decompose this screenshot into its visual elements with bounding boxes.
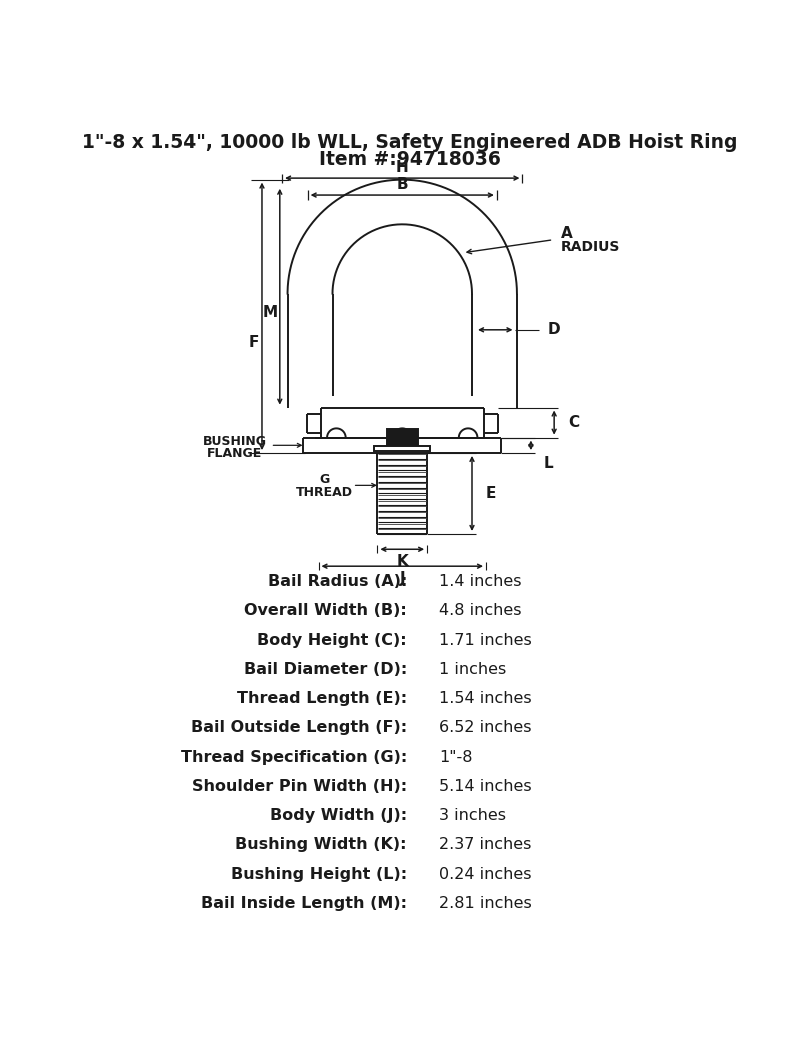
Text: 1.54 inches: 1.54 inches <box>439 691 532 706</box>
Text: 3 inches: 3 inches <box>439 808 506 823</box>
Text: Body Width (J):: Body Width (J): <box>270 808 407 823</box>
Text: F: F <box>249 335 259 350</box>
Text: A: A <box>561 226 573 241</box>
Text: RADIUS: RADIUS <box>561 240 621 255</box>
Text: Thread Length (E):: Thread Length (E): <box>237 691 407 706</box>
Text: H: H <box>396 160 409 175</box>
Text: B: B <box>397 177 408 192</box>
Text: C: C <box>568 415 579 430</box>
Text: 0.24 inches: 0.24 inches <box>439 867 532 881</box>
Text: Body Height (C):: Body Height (C): <box>258 633 407 648</box>
Text: 5.14 inches: 5.14 inches <box>439 779 532 794</box>
Text: Bail Diameter (D):: Bail Diameter (D): <box>244 662 407 677</box>
Text: Bail Radius (A):: Bail Radius (A): <box>267 574 407 589</box>
Text: THREAD: THREAD <box>296 486 354 499</box>
Text: 1 inches: 1 inches <box>439 662 506 677</box>
Text: K: K <box>396 554 408 569</box>
Bar <box>386 429 418 446</box>
Text: E: E <box>486 485 496 501</box>
Text: 1.4 inches: 1.4 inches <box>439 574 522 589</box>
Text: 1.71 inches: 1.71 inches <box>439 633 532 648</box>
Text: Bushing Width (K):: Bushing Width (K): <box>235 837 407 852</box>
Text: L: L <box>543 456 553 472</box>
Text: Item #:94718036: Item #:94718036 <box>319 150 501 169</box>
Text: Bail Inside Length (M):: Bail Inside Length (M): <box>201 896 407 911</box>
Text: Shoulder Pin Width (H):: Shoulder Pin Width (H): <box>192 779 407 794</box>
Text: Overall Width (B):: Overall Width (B): <box>244 604 407 618</box>
Text: M: M <box>263 305 278 320</box>
Text: J: J <box>399 571 405 586</box>
Text: FLANGE: FLANGE <box>207 447 262 460</box>
Text: G: G <box>320 474 330 486</box>
Text: Thread Specification (G):: Thread Specification (G): <box>181 749 407 765</box>
Text: 2.81 inches: 2.81 inches <box>439 896 532 911</box>
Text: 1"-8 x 1.54", 10000 lb WLL, Safety Engineered ADB Hoist Ring: 1"-8 x 1.54", 10000 lb WLL, Safety Engin… <box>82 133 738 152</box>
Text: 2.37 inches: 2.37 inches <box>439 837 532 852</box>
Text: Bushing Height (L):: Bushing Height (L): <box>230 867 407 881</box>
Text: D: D <box>548 323 561 337</box>
Bar <box>374 446 430 452</box>
Text: Bail Outside Length (F):: Bail Outside Length (F): <box>190 720 407 736</box>
Text: 4.8 inches: 4.8 inches <box>439 604 522 618</box>
Text: 1"-8: 1"-8 <box>439 749 473 765</box>
Text: 6.52 inches: 6.52 inches <box>439 720 532 736</box>
Text: BUSHING: BUSHING <box>203 435 267 447</box>
